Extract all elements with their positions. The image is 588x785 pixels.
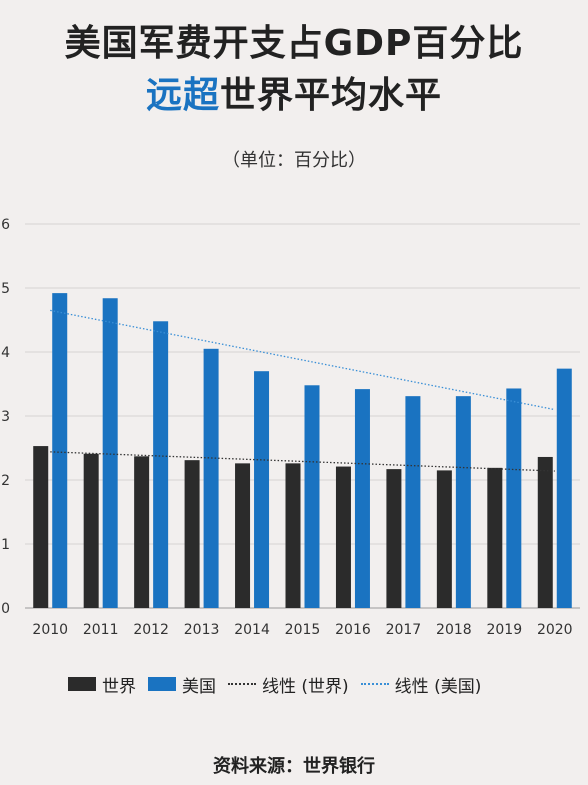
bar-world <box>537 456 553 608</box>
bar-usa <box>354 389 370 608</box>
trendline-usa <box>50 309 555 411</box>
x-tick-label: 2012 <box>133 622 169 638</box>
bar-usa <box>506 388 522 608</box>
x-tick-label: 2013 <box>184 622 220 638</box>
trendline-world <box>50 451 555 472</box>
bar-usa <box>153 321 169 608</box>
x-tick-label: 2015 <box>285 622 321 638</box>
x-tick-label: 2011 <box>83 622 119 638</box>
x-tick-label: 2018 <box>436 622 472 638</box>
bar-world <box>386 469 402 608</box>
legend-swatch-world <box>68 677 96 691</box>
legend-item-world-trend: 线性 (世界) <box>228 672 349 697</box>
x-tick-label: 2020 <box>537 622 573 638</box>
legend-label-world-trend: 线性 (世界) <box>262 676 349 697</box>
legend-item-usa-trend: 线性 (美国) <box>360 672 482 697</box>
legend-label-usa-trend: 线性 (美国) <box>394 676 482 697</box>
bar-world <box>134 456 150 608</box>
x-tick-label: 2017 <box>386 622 422 638</box>
bar-chart: 0 1 2 3 4 5 6 2010 2011 2012 2013 2014 2015 2016 2017 2… <box>1 217 580 638</box>
y-tick-label: 5 <box>1 281 10 297</box>
bar-usa <box>556 368 572 608</box>
legend-item-world: 世界 <box>68 672 136 697</box>
bar-world <box>235 463 251 608</box>
y-tick-label: 1 <box>1 537 10 553</box>
bar-usa <box>405 396 421 608</box>
y-tick-label: 0 <box>1 601 10 617</box>
bar-world <box>335 466 351 608</box>
x-tick-label: 2016 <box>335 622 371 638</box>
y-tick-label: 2 <box>1 473 10 489</box>
y-tick-label: 4 <box>1 345 10 361</box>
bar-usa <box>455 396 471 608</box>
data-source: 资料来源：世界银行 <box>213 756 375 777</box>
legend-line-world-trend <box>228 683 256 685</box>
x-tick-label: 2019 <box>486 622 522 638</box>
bar-world <box>285 463 301 608</box>
bar-usa <box>254 371 270 608</box>
bar-usa <box>203 348 219 608</box>
x-tick-label: 2014 <box>234 622 270 638</box>
y-tick-label: 6 <box>1 217 10 233</box>
legend-swatch-usa <box>148 677 176 691</box>
bar-usa <box>52 293 68 608</box>
y-tick-label: 3 <box>1 409 10 425</box>
bar-usa <box>102 298 118 608</box>
title-rest: 世界平均水平 <box>220 75 443 116</box>
bar-usa <box>304 385 320 608</box>
legend-label-world: 世界 <box>102 676 136 697</box>
chart-subtitle: （单位：百分比） <box>222 150 366 171</box>
chart-title-line1: 美国军费开支占GDP百分比 <box>64 23 524 64</box>
title-accent: 远超 <box>145 75 220 116</box>
legend-item-usa: 美国 <box>148 672 216 697</box>
chart-title-line2: 远超世界平均水平 <box>0 74 588 118</box>
legend-line-usa-trend <box>360 683 389 685</box>
bar-world <box>436 470 452 608</box>
chart-legend: 世界 美国 线性 (世界) 线性 (美国) <box>68 670 493 698</box>
bar-world <box>83 453 99 608</box>
bar-world <box>184 460 200 608</box>
legend-label-usa: 美国 <box>182 676 216 697</box>
bar-world <box>487 467 503 608</box>
x-tick-label: 2010 <box>32 622 68 638</box>
bar-world <box>33 446 49 608</box>
